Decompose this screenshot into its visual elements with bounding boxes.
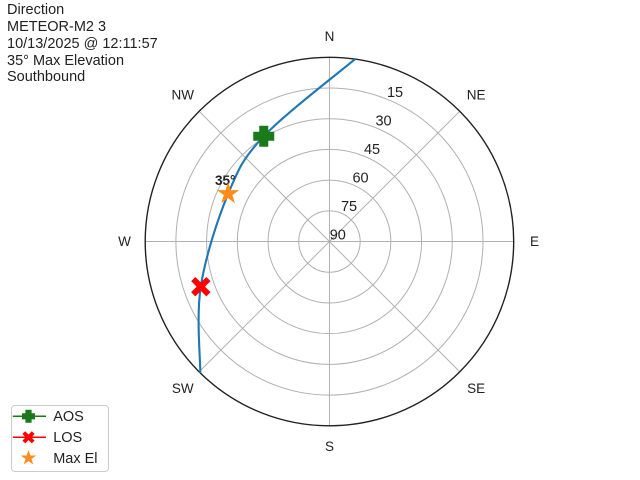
svg-text:SW: SW [172,381,194,396]
svg-text:60: 60 [352,170,368,186]
svg-text:SE: SE [467,381,485,396]
svg-text:Max El: Max El [53,451,97,467]
svg-text:AOS: AOS [53,409,84,425]
svg-text:E: E [530,234,539,249]
svg-text:S: S [325,439,334,454]
svg-text:N: N [325,29,335,44]
svg-text:35°: 35° [215,173,235,188]
svg-text:30: 30 [375,113,391,129]
svg-text:45: 45 [364,142,380,158]
svg-text:NE: NE [467,87,486,102]
svg-text:90: 90 [330,227,346,243]
svg-text:NW: NW [171,87,194,102]
svg-text:75: 75 [341,199,357,215]
svg-text:15: 15 [387,85,403,101]
svg-text:W: W [118,234,131,249]
svg-text:LOS: LOS [53,430,82,446]
